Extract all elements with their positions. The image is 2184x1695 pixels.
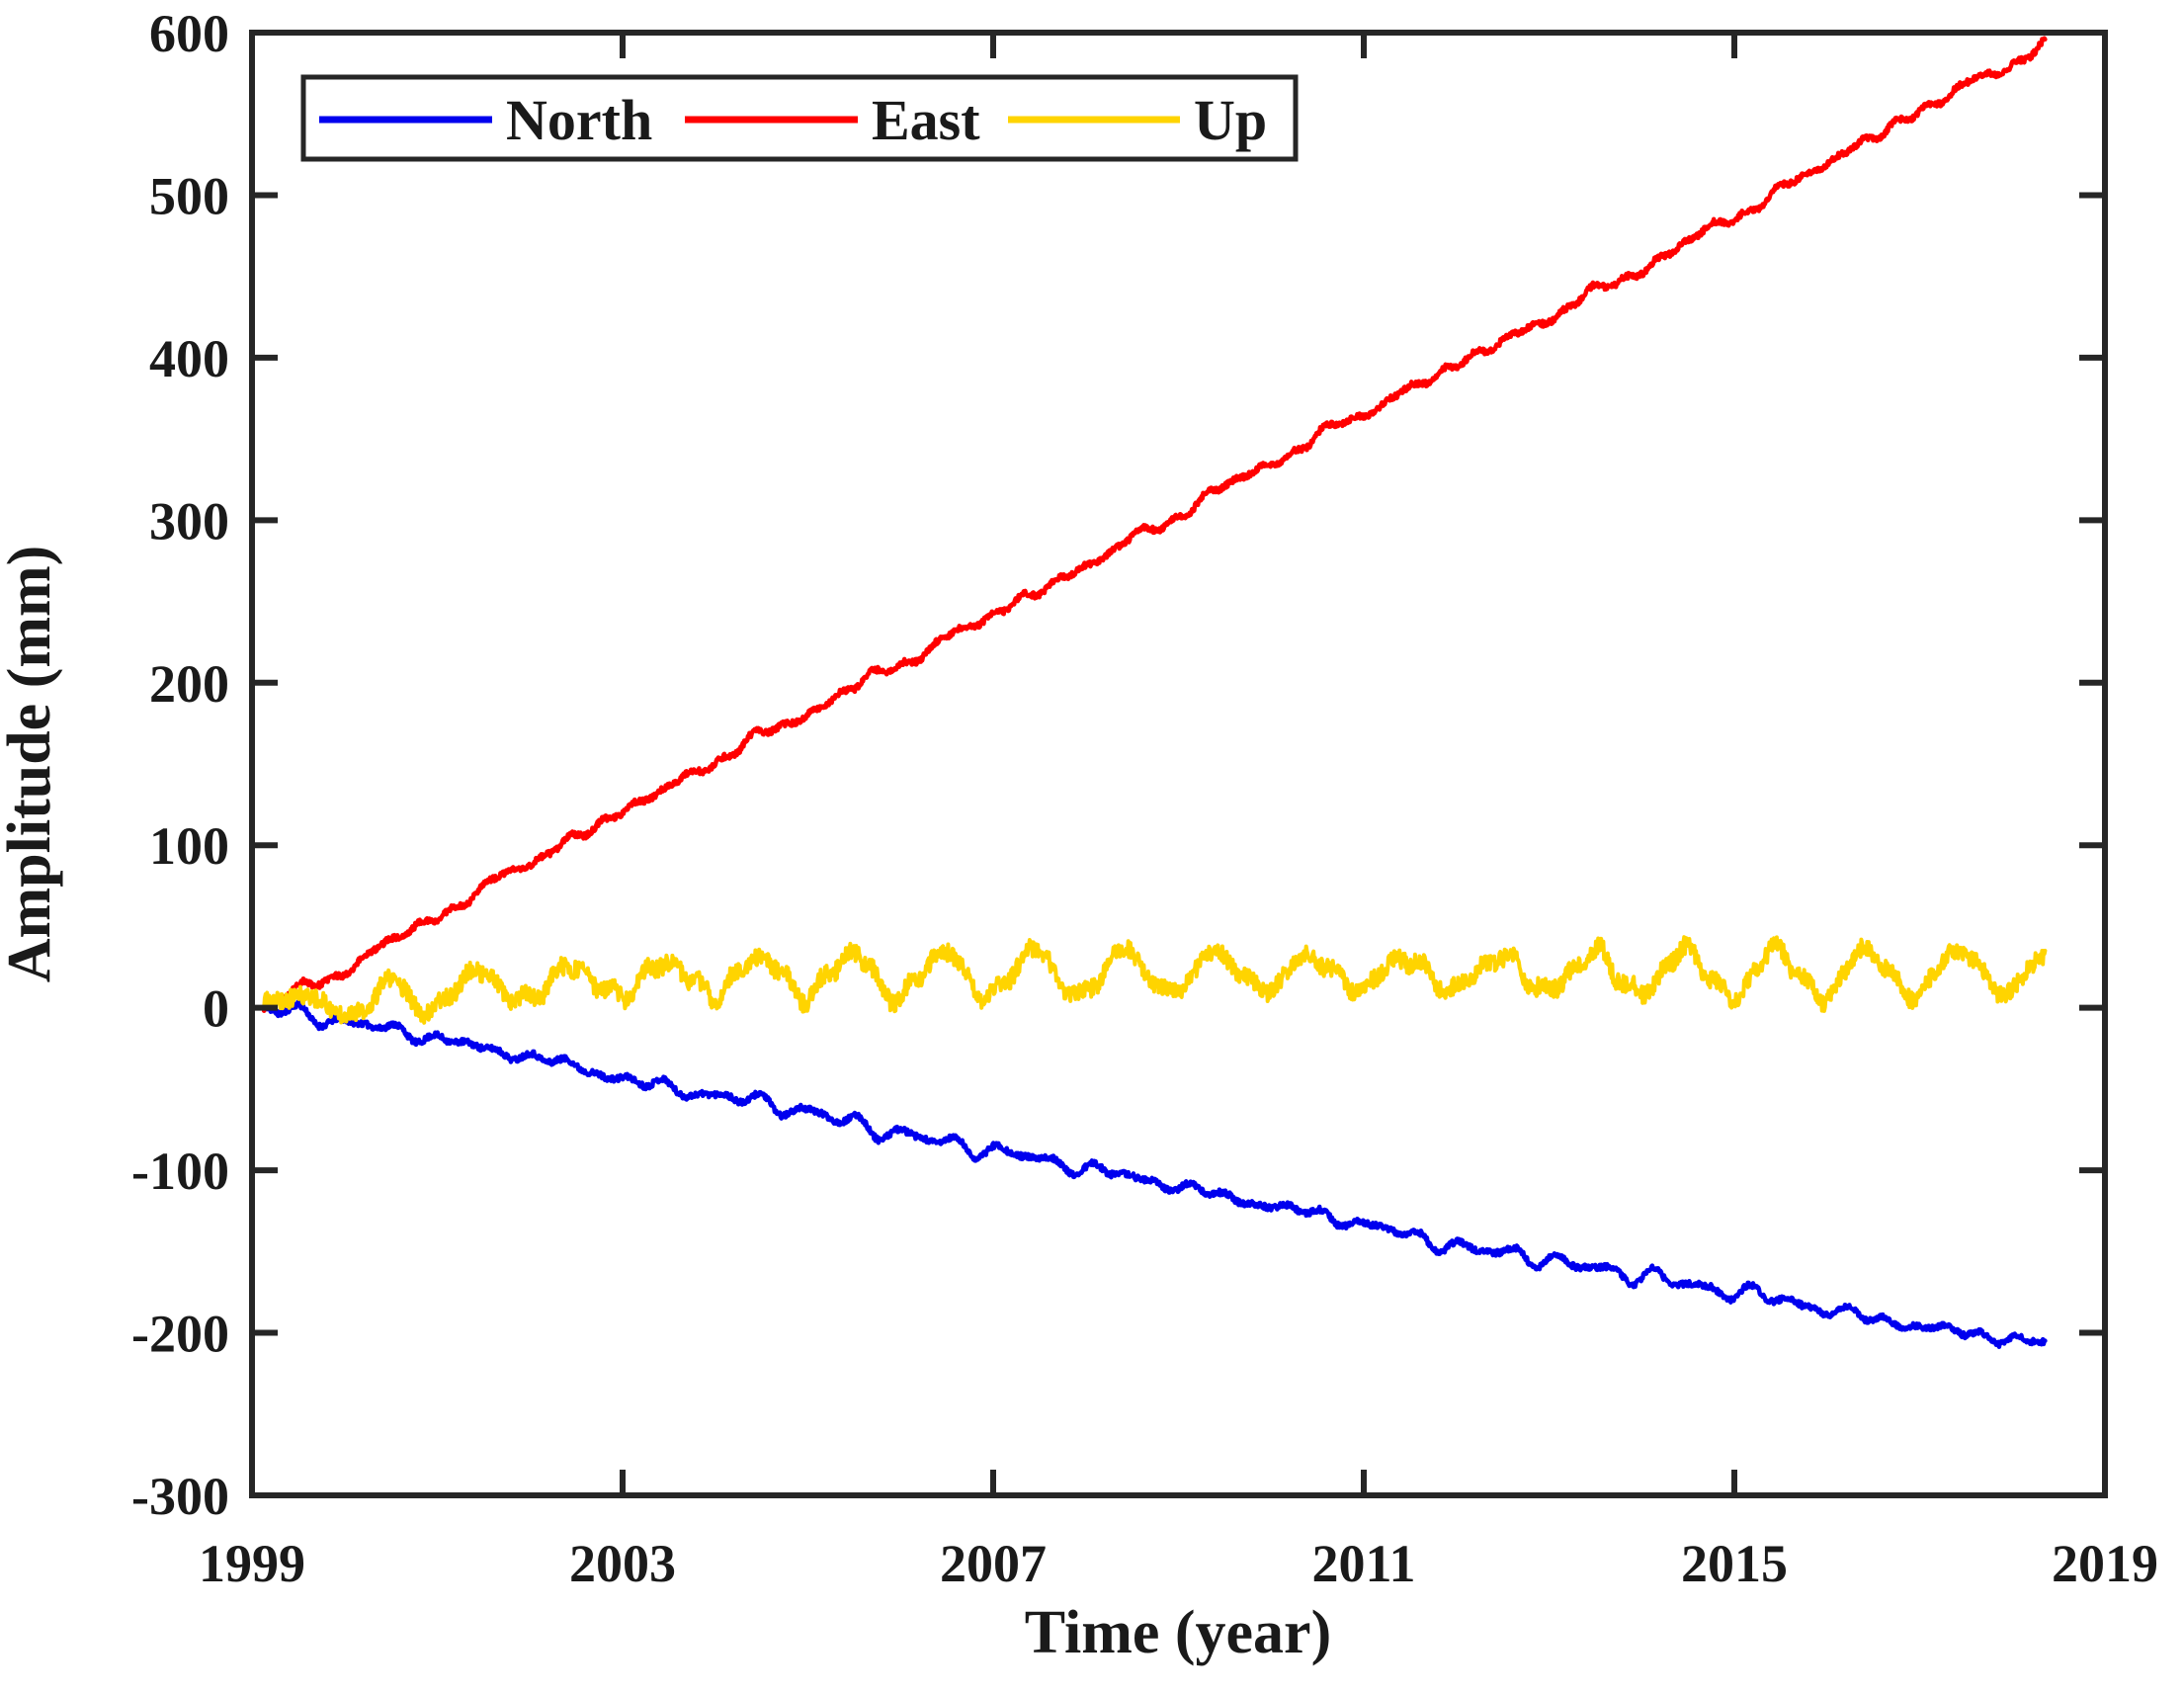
y-tick-label: -200 <box>131 1305 229 1364</box>
y-tick-label: 100 <box>149 816 229 876</box>
series-line-east <box>261 36 2048 1013</box>
series-line-up <box>262 935 2048 1025</box>
x-tick-label: 2015 <box>1681 1534 1788 1593</box>
legend: North East Up <box>300 74 1299 162</box>
legend-label-east: East <box>872 88 980 152</box>
x-tick-label: 1999 <box>199 1534 305 1593</box>
y-tick-label: 200 <box>149 654 229 714</box>
x-tick-label: 2011 <box>1311 1534 1415 1593</box>
y-tick-label: -300 <box>131 1467 229 1526</box>
series-layer <box>261 36 2048 1349</box>
plot-border <box>249 30 2108 1498</box>
y-tick-label: 400 <box>149 329 229 388</box>
x-tick-label: 2007 <box>940 1534 1047 1593</box>
y-tick-label: 300 <box>149 491 229 551</box>
y-tick-label: 0 <box>203 979 229 1039</box>
y-axis-title: Amplitude (mm) <box>0 546 63 983</box>
legend-label-north: North <box>506 88 652 152</box>
tick-label-layer: 1999 2003 2007 2011 2015 2019 -300 -200 -100 0 100… <box>131 4 2158 1593</box>
y-tick-label: -100 <box>131 1142 229 1201</box>
y-tick-label: 600 <box>149 4 229 63</box>
series-line-north <box>261 999 2048 1349</box>
legend-label-up: Up <box>1194 88 1267 152</box>
axes-layer <box>249 30 2108 1498</box>
x-axis-title: Time (year) <box>1025 1599 1331 1666</box>
x-tick-label: 2019 <box>2052 1534 2158 1593</box>
y-tick-label: 500 <box>149 166 229 225</box>
x-tick-label: 2003 <box>569 1534 676 1593</box>
